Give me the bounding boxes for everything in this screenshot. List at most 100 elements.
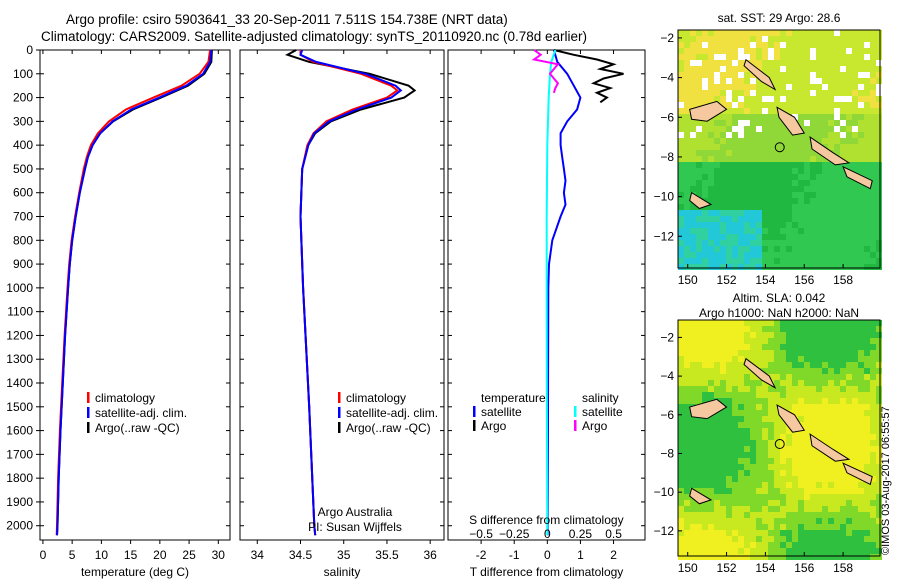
map-cell (852, 548, 858, 554)
map-cell (816, 518, 822, 524)
map-cell (864, 72, 870, 78)
map-cell (792, 470, 798, 476)
map-cell (774, 536, 780, 542)
map-cell (726, 446, 732, 452)
map-cell (852, 536, 858, 542)
map-cell (774, 162, 780, 168)
map-cell (786, 132, 792, 138)
map-cell (780, 216, 786, 222)
map-cell (762, 380, 768, 386)
map-cell (684, 114, 690, 120)
map-cell (858, 428, 864, 434)
map-cell (810, 320, 816, 326)
map-cell (870, 476, 876, 482)
map-cell (696, 554, 702, 560)
map-cell (804, 488, 810, 494)
map-cell (738, 464, 744, 470)
map-cell (684, 542, 690, 548)
map-cell (762, 198, 768, 204)
map-cell (732, 216, 738, 222)
map-cell (864, 150, 870, 156)
map-cell (804, 428, 810, 434)
map-cell (822, 42, 828, 48)
map-cell (756, 114, 762, 120)
map-cell (834, 84, 840, 90)
map-cell (708, 500, 714, 506)
map-cell (678, 326, 684, 332)
map-cell (816, 192, 822, 198)
x2-axis-label: S difference from climatology (469, 513, 624, 527)
map-cell (780, 344, 786, 350)
map-cell (804, 518, 810, 524)
map-cell (786, 368, 792, 374)
map-cell (786, 488, 792, 494)
map-cell (804, 350, 810, 356)
map-cell (696, 246, 702, 252)
map-cell (738, 356, 744, 362)
map-cell (876, 380, 882, 386)
map-cell (702, 356, 708, 362)
map-cell (852, 452, 858, 458)
map-cell (810, 78, 816, 84)
map-cell (720, 548, 726, 554)
legend-label: satellite-adj. clim. (346, 406, 438, 420)
map-cell (750, 476, 756, 482)
map-cell (696, 42, 702, 48)
map-cell (720, 180, 726, 186)
map-cell (774, 120, 780, 126)
map-cell (852, 524, 858, 530)
map-cell (690, 536, 696, 542)
map-cell (798, 458, 804, 464)
map-cell (720, 264, 726, 270)
map-cell (756, 416, 762, 422)
map-cell (840, 368, 846, 374)
map-cell (720, 72, 726, 78)
map-cell (702, 446, 708, 452)
map-cell (762, 54, 768, 60)
map-cell (732, 42, 738, 48)
map-cell (714, 470, 720, 476)
map-cell (762, 362, 768, 368)
map-cell (846, 66, 852, 72)
map-cell (714, 114, 720, 120)
map-cell (786, 192, 792, 198)
map-cell (804, 374, 810, 380)
map-cell (744, 180, 750, 186)
map-cell (678, 374, 684, 380)
map-cell (792, 60, 798, 66)
map-cell (708, 506, 714, 512)
map-cell (828, 500, 834, 506)
map-cell (678, 84, 684, 90)
map-cell (786, 326, 792, 332)
map-cell (744, 332, 750, 338)
map-cell (714, 210, 720, 216)
map-cell (750, 320, 756, 326)
map-cell (858, 344, 864, 350)
map-cell (786, 240, 792, 246)
map-cell (738, 54, 744, 60)
map-cell (750, 132, 756, 138)
map-cell (684, 72, 690, 78)
map-cell (858, 84, 864, 90)
map-cell (678, 356, 684, 362)
map-cell (804, 326, 810, 332)
map-cell (822, 542, 828, 548)
map-cell (846, 210, 852, 216)
map-cell (834, 132, 840, 138)
x2-tick-label: −0.25 (499, 527, 530, 541)
map-cell (768, 482, 774, 488)
map-cell (762, 338, 768, 344)
map-cell (870, 428, 876, 434)
map-cell (846, 30, 852, 36)
map-cell (762, 192, 768, 198)
map-cell (696, 422, 702, 428)
map-cell (738, 506, 744, 512)
map-cell (690, 332, 696, 338)
map-cell (738, 108, 744, 114)
island (689, 487, 713, 505)
map-cell (816, 338, 822, 344)
map-cell (726, 216, 732, 222)
map-cell (798, 392, 804, 398)
island (743, 58, 777, 91)
map-cell (858, 410, 864, 416)
